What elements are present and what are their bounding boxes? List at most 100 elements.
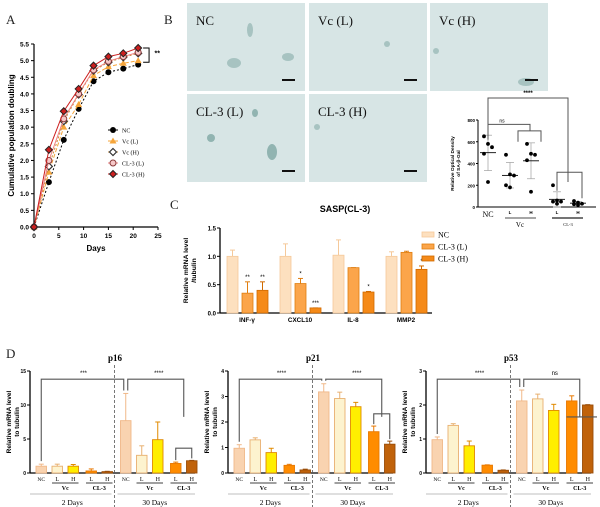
significance-bracket bbox=[556, 171, 583, 199]
marker bbox=[90, 78, 97, 85]
significance-label: * bbox=[299, 271, 302, 277]
group-label: CL-3 bbox=[177, 486, 190, 492]
y-axis-label: Relative mRNA level bbox=[183, 238, 190, 304]
marker bbox=[45, 179, 52, 186]
significance-label: * bbox=[367, 284, 370, 290]
y-tick-label: 5.0 bbox=[20, 58, 29, 65]
y-tick-label: 5.5 bbox=[20, 42, 29, 49]
bar bbox=[265, 452, 277, 474]
micrograph-label: Vc (H) bbox=[439, 13, 476, 28]
y-tick-label: 3.0 bbox=[20, 125, 29, 132]
panel-letter-b: B bbox=[164, 12, 173, 27]
x-tick-label: NC bbox=[37, 477, 45, 483]
x-tick-label: INF-γ bbox=[239, 317, 255, 324]
significance-label: ** bbox=[155, 51, 161, 58]
bar bbox=[170, 463, 182, 474]
marker bbox=[109, 159, 117, 167]
group-label: CL-3 bbox=[291, 486, 304, 492]
x-tick-label: NC bbox=[433, 477, 441, 483]
bar bbox=[400, 251, 413, 314]
significance-label: **** bbox=[277, 371, 287, 377]
bar bbox=[85, 470, 97, 474]
series-line bbox=[33, 60, 139, 228]
marker bbox=[119, 59, 127, 66]
micrograph-vc-l: Vc (L) bbox=[309, 3, 427, 91]
series-line bbox=[33, 47, 139, 228]
period-label: 2 Days bbox=[458, 498, 479, 507]
data-point bbox=[525, 142, 529, 146]
micrograph-vc-h: Vc (H) bbox=[430, 3, 548, 91]
y-tick-label: 800 bbox=[467, 118, 475, 123]
bar bbox=[186, 460, 198, 474]
legend-label: Vc (H) bbox=[122, 150, 139, 157]
significance-bracket bbox=[175, 447, 193, 461]
group-label: Vc bbox=[62, 486, 69, 492]
marker bbox=[60, 136, 67, 143]
bar bbox=[384, 443, 396, 474]
x-tick-label: L bbox=[556, 210, 559, 215]
bar bbox=[318, 391, 330, 474]
micrograph-nc: NC bbox=[187, 3, 305, 91]
bar bbox=[279, 255, 292, 314]
y-tick-label: 0 bbox=[23, 471, 26, 477]
y-tick-label: 10 bbox=[20, 403, 26, 409]
significance-bracket bbox=[487, 123, 531, 136]
y-axis-label: Relative Optical Density bbox=[450, 136, 456, 191]
marker bbox=[74, 84, 83, 94]
bar bbox=[362, 291, 375, 314]
chart-d-p16: p16 0 5 10 15 Relative mRNA level to tubulin NC… bbox=[6, 353, 198, 507]
x-tick-label: H bbox=[105, 477, 110, 483]
bar bbox=[120, 420, 132, 474]
data-point bbox=[504, 183, 508, 188]
data-point bbox=[482, 134, 486, 139]
y-axis-label: to tubulin bbox=[14, 407, 21, 437]
marker bbox=[133, 43, 143, 53]
series-nc bbox=[31, 61, 142, 230]
x-tick-label: NC bbox=[235, 477, 243, 483]
data-point bbox=[559, 199, 563, 204]
legend-label: Vc (L) bbox=[122, 139, 138, 146]
y-tick-label: 400 bbox=[467, 162, 475, 167]
significance-label: ns bbox=[552, 371, 558, 377]
bar bbox=[101, 471, 113, 474]
group-label: CL-3 bbox=[563, 222, 573, 227]
significance-bracket bbox=[487, 97, 569, 182]
y-axis-label: of SA-β-Gal bbox=[456, 150, 462, 176]
x-tick-label: IL-8 bbox=[347, 317, 359, 324]
marker bbox=[109, 137, 117, 144]
x-tick-label: H bbox=[303, 477, 308, 483]
y-tick-label: 200 bbox=[467, 183, 475, 188]
data-point bbox=[512, 173, 516, 178]
marker bbox=[120, 65, 127, 72]
data-point bbox=[504, 152, 508, 157]
period-label: 30 Days bbox=[142, 498, 167, 507]
y-axis-label: Relative mRNA level bbox=[6, 390, 13, 453]
chart-d-p21: p21 0 1 2 3 4 Relative mRNA level to tubulin NC L… bbox=[204, 353, 396, 507]
group-label: Vc bbox=[516, 221, 524, 229]
y-tick-label: 0.0 bbox=[20, 225, 29, 232]
y-tick-label: 0.0 bbox=[208, 312, 217, 318]
chart-title: SASP(CL-3) bbox=[320, 204, 371, 214]
bar bbox=[294, 283, 307, 314]
bar bbox=[226, 255, 239, 314]
x-tick-label: NC bbox=[320, 477, 328, 483]
x-tick-label: L bbox=[140, 477, 144, 483]
x-tick-label: H bbox=[388, 477, 393, 483]
bar bbox=[447, 424, 459, 474]
x-tick-label: CXCL10 bbox=[288, 317, 313, 324]
chart-b-sa-beta-gal: 0 200 400 600 800 Relative Optical Density of … bbox=[450, 91, 596, 229]
bar bbox=[385, 255, 398, 314]
marker bbox=[60, 123, 68, 130]
x-tick-label: H bbox=[354, 477, 359, 483]
group-label: Vc bbox=[146, 486, 153, 492]
chart-title: p16 bbox=[108, 353, 123, 363]
legend-label: CL-3 (L) bbox=[122, 161, 144, 168]
significance-bracket bbox=[373, 413, 391, 440]
bar bbox=[582, 404, 594, 474]
micrograph-cl3-h: CL-3 (H) bbox=[309, 94, 427, 182]
bar bbox=[516, 400, 528, 474]
data-point bbox=[580, 201, 584, 206]
x-tick-label: L bbox=[253, 477, 257, 483]
x-tick-label: H bbox=[501, 477, 506, 483]
bar bbox=[233, 447, 245, 474]
